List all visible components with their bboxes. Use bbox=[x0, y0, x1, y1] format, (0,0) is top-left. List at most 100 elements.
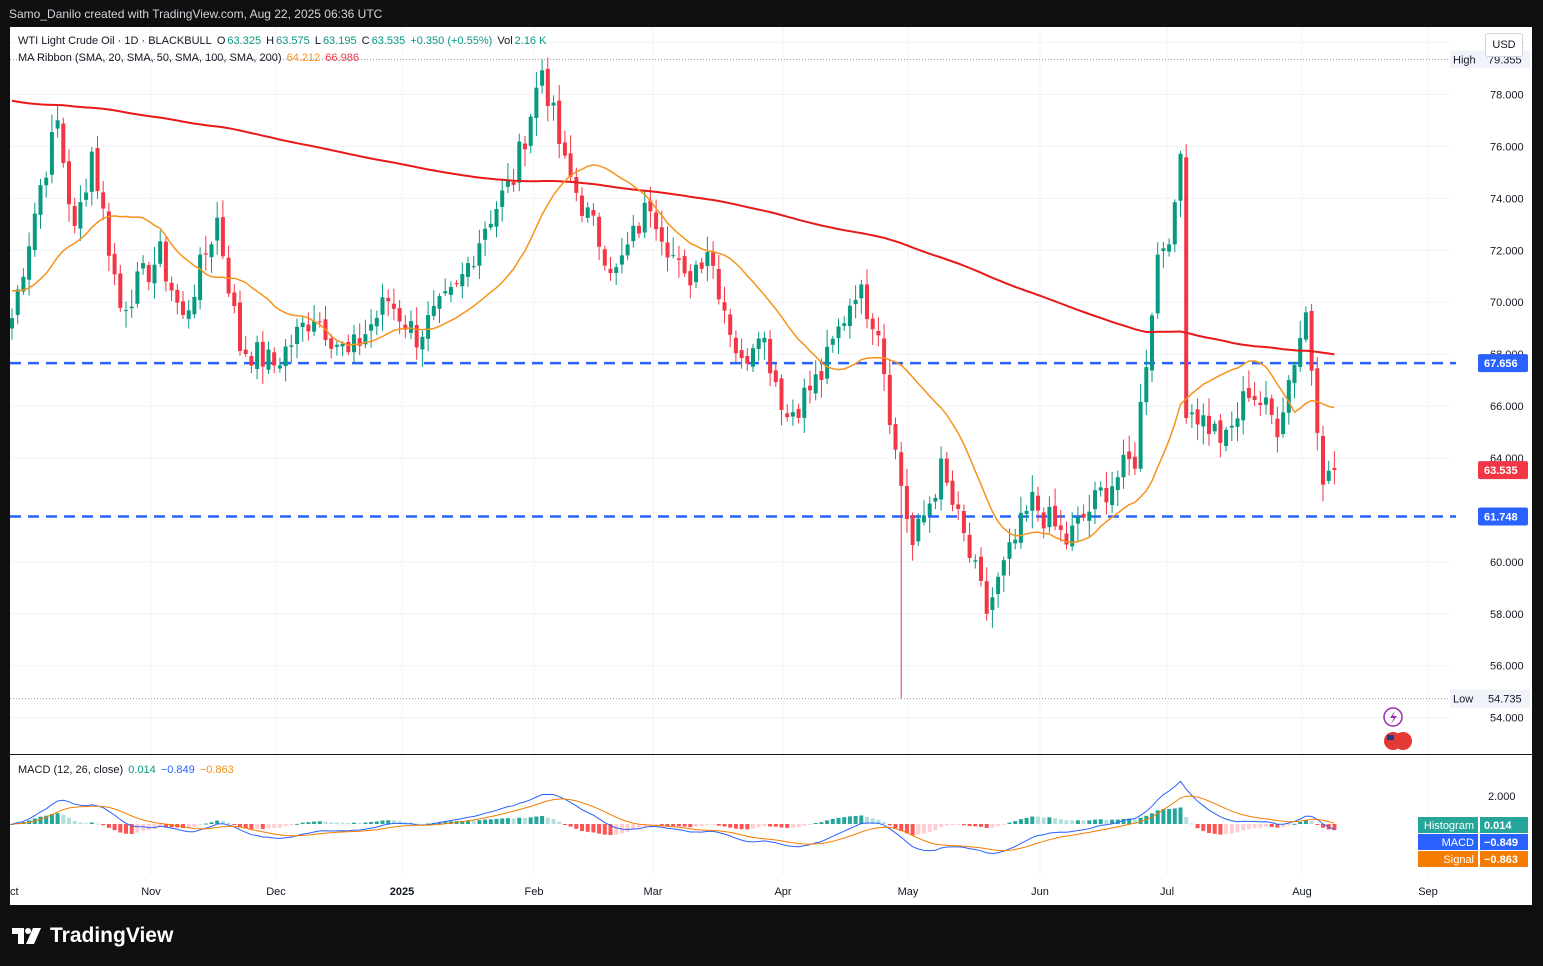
candle-body bbox=[694, 264, 698, 283]
candle-body bbox=[32, 213, 37, 250]
candle-body bbox=[591, 209, 596, 216]
macd-line bbox=[11, 780, 1335, 855]
candle-body bbox=[870, 318, 875, 330]
candle-body bbox=[454, 283, 459, 285]
macd-histogram-bar bbox=[1115, 819, 1120, 824]
candle-body bbox=[169, 282, 174, 291]
macd-histogram-bar bbox=[283, 824, 288, 827]
candle-body bbox=[152, 264, 157, 284]
candle-body bbox=[1064, 533, 1069, 545]
candle-body bbox=[386, 297, 391, 302]
candle-body bbox=[557, 100, 562, 144]
candle-body bbox=[973, 560, 978, 562]
candle-body bbox=[865, 284, 869, 320]
candle-body bbox=[739, 350, 744, 359]
macd-histogram-bar bbox=[1087, 820, 1092, 824]
candle-body bbox=[933, 497, 938, 502]
candle-body bbox=[249, 356, 254, 366]
macd-histogram-bar bbox=[1161, 808, 1166, 824]
macd-histogram-bar bbox=[78, 822, 83, 824]
candle-body bbox=[1155, 254, 1160, 314]
candle-body bbox=[243, 349, 248, 355]
candle-body bbox=[728, 314, 733, 335]
candle-body bbox=[1224, 429, 1229, 447]
macd-histogram-bar bbox=[135, 824, 140, 833]
price-axis: 80.00078.00076.00074.00072.00070.00068.0… bbox=[1450, 27, 1532, 754]
attribution-text: Samo_Danilo created with TradingView.com… bbox=[9, 7, 383, 21]
candle-body bbox=[967, 534, 972, 558]
candle-body bbox=[699, 262, 704, 269]
macd-histogram-bar bbox=[38, 816, 43, 824]
macd-title: MACD (12, 26, close) bbox=[18, 764, 124, 776]
macd-histogram-bar bbox=[198, 824, 203, 825]
macd-histogram-bar bbox=[1018, 819, 1023, 824]
candle-body bbox=[1093, 490, 1097, 510]
ma-legend: MA Ribbon (SMA, 20, SMA, 50, SMA, 100, S… bbox=[18, 52, 361, 64]
time-tick-label: Oct bbox=[10, 886, 19, 898]
candle-body bbox=[1189, 412, 1194, 415]
macd-histogram-bar bbox=[220, 821, 225, 824]
tradingview-logo[interactable]: TradingView bbox=[12, 924, 173, 948]
macd-histogram-bar bbox=[671, 824, 676, 827]
candle-body bbox=[779, 378, 784, 410]
candle-body bbox=[1229, 425, 1234, 428]
macd-histogram-bar bbox=[1298, 821, 1303, 824]
candle-body bbox=[198, 254, 203, 301]
candle-body bbox=[756, 338, 761, 349]
candle-body bbox=[352, 334, 356, 353]
chart-svg[interactable]: 80.00078.00076.00074.00072.00070.00068.0… bbox=[10, 27, 1532, 905]
candle-body bbox=[1281, 412, 1286, 435]
candle-body bbox=[1218, 420, 1223, 443]
macd-histogram-bar bbox=[756, 824, 761, 828]
macd-histogram-bar bbox=[870, 818, 875, 824]
candle-body bbox=[659, 227, 664, 242]
candle-body bbox=[1030, 491, 1035, 511]
candle-body bbox=[602, 249, 607, 266]
candle-body bbox=[688, 271, 693, 286]
macd-histogram-bar bbox=[409, 822, 413, 824]
price-tick-label: 58.000 bbox=[1490, 609, 1524, 621]
macd-histogram-bar bbox=[944, 824, 949, 826]
macd-histogram-bar bbox=[887, 824, 892, 826]
candle-body bbox=[101, 192, 106, 209]
tradingview-logo-icon bbox=[12, 928, 42, 944]
macd-histogram-bar bbox=[44, 815, 49, 824]
candle-body bbox=[84, 192, 89, 200]
macd-histogram-bar bbox=[893, 824, 898, 829]
pane-separator[interactable] bbox=[10, 754, 1532, 755]
price-legend: WTI Light Crude Oil · 1D · BLACKBULL O 63… bbox=[18, 35, 548, 47]
macd-histogram-bar bbox=[391, 820, 396, 824]
candle-body bbox=[1252, 396, 1257, 401]
macd-histogram-bar bbox=[500, 818, 505, 824]
candle-body bbox=[448, 286, 453, 295]
macd-histogram-bar bbox=[466, 820, 470, 824]
macd-histogram-bar bbox=[927, 824, 932, 832]
candle-body bbox=[1332, 467, 1337, 471]
candle-body bbox=[637, 225, 641, 234]
candle-body bbox=[255, 342, 260, 369]
macd-histogram-bar bbox=[523, 817, 527, 824]
macd-histogram-bar bbox=[129, 824, 134, 834]
ma-title: MA Ribbon (SMA, 20, SMA, 50, SMA, 100, S… bbox=[18, 52, 282, 64]
candle-body bbox=[312, 321, 317, 332]
candle-body bbox=[1127, 451, 1132, 460]
macd-histogram-bar bbox=[340, 822, 345, 824]
candle-body bbox=[141, 263, 146, 269]
high-marker-value: 79.355 bbox=[1488, 54, 1522, 66]
macd-histogram-bar bbox=[568, 824, 573, 827]
macd-histogram-bar bbox=[437, 822, 442, 824]
macd-pane: 2.000 Histogram 0.014 MACD −0.849 Signal −0.86… bbox=[10, 780, 1528, 867]
candle-body bbox=[528, 116, 533, 146]
currency-button[interactable]: USD bbox=[1485, 33, 1523, 57]
macd-histogram-bar bbox=[1241, 824, 1246, 831]
candle-body bbox=[135, 271, 140, 304]
macd-histogram-bar bbox=[842, 817, 847, 824]
macd-histogram-bar bbox=[295, 823, 299, 825]
macd-histogram-bar bbox=[1246, 824, 1251, 830]
macd-histogram-bar bbox=[1070, 820, 1075, 824]
candle-body bbox=[751, 348, 755, 367]
candle-body bbox=[61, 123, 66, 164]
candle-body bbox=[1241, 391, 1246, 421]
candle-body bbox=[44, 177, 49, 186]
chart-frame[interactable]: 80.00078.00076.00074.00072.00070.00068.0… bbox=[10, 27, 1532, 905]
